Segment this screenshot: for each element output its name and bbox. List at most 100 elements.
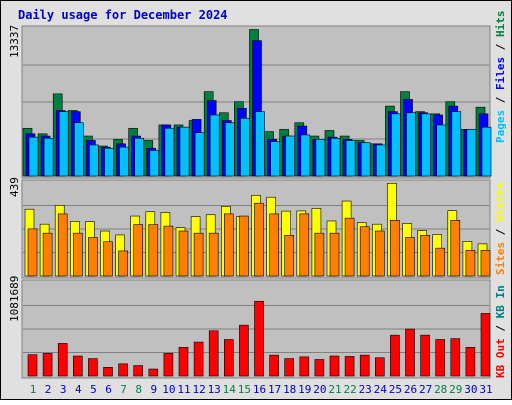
day-labels: 1 2 3 4 5 6 7 8 9 10 11 12 13 14 15 16 17 18 19 20 21 22 23 24 2…	[30, 383, 493, 396]
bar-kb-out-day-16	[254, 300, 264, 377]
bar-pages-day-21	[330, 137, 341, 177]
bar-kb-out-day-15	[239, 324, 249, 377]
day-label-17: 17	[268, 383, 281, 396]
day-label-21: 21	[328, 383, 341, 396]
bar-kb-out-day-28	[435, 339, 446, 377]
bar-pages-day-28	[436, 124, 447, 177]
bar-sites-day-26	[405, 237, 415, 277]
bar-pages-day-4	[74, 122, 84, 177]
bar-sites-day-23	[359, 226, 370, 277]
bar-sites-day-6	[103, 241, 113, 277]
bar-pages-day-31	[481, 126, 492, 177]
bar-kb-out-day-24	[374, 357, 385, 377]
bar-sites-day-28	[435, 247, 446, 277]
day-label-19: 19	[298, 383, 311, 396]
day-label-3: 3	[60, 383, 67, 396]
bar-sites-day-22	[344, 217, 355, 277]
bar-sites-day-21	[329, 232, 340, 277]
bar-sites-day-5	[88, 237, 98, 277]
legend-separator: /	[494, 37, 507, 57]
bar-sites-day-4	[73, 232, 83, 277]
bar-sites-day-19	[299, 213, 310, 277]
day-label-20: 20	[313, 383, 326, 396]
bars	[22, 29, 492, 377]
day-label-1: 1	[30, 383, 37, 396]
legend-pages: Pages	[494, 110, 507, 143]
legend-sites: Sites	[494, 242, 507, 275]
bar-pages-day-2	[43, 137, 54, 177]
day-label-4: 4	[75, 383, 82, 396]
day-label-14: 14	[223, 383, 237, 396]
legend-mid: Sites / Visits	[494, 182, 507, 275]
bar-sites-day-1	[27, 228, 38, 277]
bar-pages-day-13	[209, 114, 220, 177]
bar-pages-day-3	[58, 111, 69, 177]
bar-pages-day-25	[391, 113, 401, 177]
bar-sites-day-14	[224, 213, 234, 277]
max-label-mid: 439	[8, 177, 21, 197]
bar-kb-out-day-17	[269, 354, 279, 377]
bar-kb-out-day-12	[193, 341, 204, 377]
bar-pages-day-15	[240, 117, 250, 177]
day-label-22: 22	[343, 383, 356, 396]
bar-pages-day-1	[28, 136, 39, 177]
bar-pages-day-20	[315, 139, 326, 177]
day-label-30: 30	[464, 383, 477, 396]
bar-pages-day-30	[466, 129, 477, 177]
bar-kb-out-day-30	[465, 347, 476, 377]
bar-pages-day-11	[179, 126, 190, 177]
bar-pages-day-27	[421, 113, 431, 177]
day-label-11: 11	[177, 383, 190, 396]
legend-bottom: KB Out / KB In	[494, 285, 507, 378]
bar-pages-day-24	[375, 144, 386, 177]
legend-kb-in: KB In	[494, 285, 507, 318]
day-label-24: 24	[374, 383, 388, 396]
bar-sites-day-8	[133, 224, 143, 277]
bar-kb-out-day-21	[329, 355, 340, 377]
bar-kb-out-day-2	[42, 353, 53, 377]
day-label-25: 25	[389, 383, 402, 396]
bar-sites-day-3	[57, 213, 68, 277]
bar-sites-day-31	[480, 250, 491, 277]
legend-separator: /	[494, 222, 507, 242]
bar-pages-day-5	[89, 144, 99, 177]
bar-sites-day-20	[314, 232, 325, 277]
bar-pages-day-8	[134, 137, 144, 177]
day-label-23: 23	[359, 383, 372, 396]
bar-pages-day-26	[406, 112, 416, 177]
day-label-26: 26	[404, 383, 417, 396]
bar-sites-day-11	[178, 230, 189, 277]
bar-kb-out-day-25	[390, 334, 400, 377]
day-label-12: 12	[192, 383, 205, 396]
day-label-28: 28	[434, 383, 447, 396]
bar-sites-day-9	[148, 224, 159, 277]
bar-kb-out-day-26	[405, 328, 415, 377]
chart-title: Daily usage for December 2024	[18, 8, 228, 22]
bar-kb-out-day-6	[103, 367, 113, 377]
bar-pages-day-23	[360, 142, 371, 177]
bar-kb-out-day-14	[224, 339, 234, 377]
bar-pages-day-19	[300, 134, 311, 177]
day-label-29: 29	[449, 383, 462, 396]
bar-pages-day-16	[255, 111, 265, 177]
bar-kb-out-day-1	[27, 354, 38, 377]
day-label-8: 8	[135, 383, 142, 396]
day-label-31: 31	[479, 383, 492, 396]
max-label-top: 13337	[8, 25, 21, 58]
bar-kb-out-day-11	[178, 347, 189, 377]
bar-kb-out-day-29	[450, 338, 461, 377]
day-label-9: 9	[150, 383, 157, 396]
day-label-6: 6	[105, 383, 112, 396]
day-label-2: 2	[45, 383, 52, 396]
bar-sites-day-12	[193, 232, 204, 277]
bar-kb-out-day-5	[88, 358, 98, 377]
legend-separator: /	[494, 318, 507, 338]
bar-sites-day-29	[450, 220, 461, 277]
bar-sites-day-24	[374, 230, 385, 277]
bar-pages-day-14	[225, 122, 235, 177]
bar-kb-out-day-23	[359, 354, 370, 377]
legend-files: Files	[494, 57, 507, 90]
bar-pages-day-18	[285, 135, 296, 177]
